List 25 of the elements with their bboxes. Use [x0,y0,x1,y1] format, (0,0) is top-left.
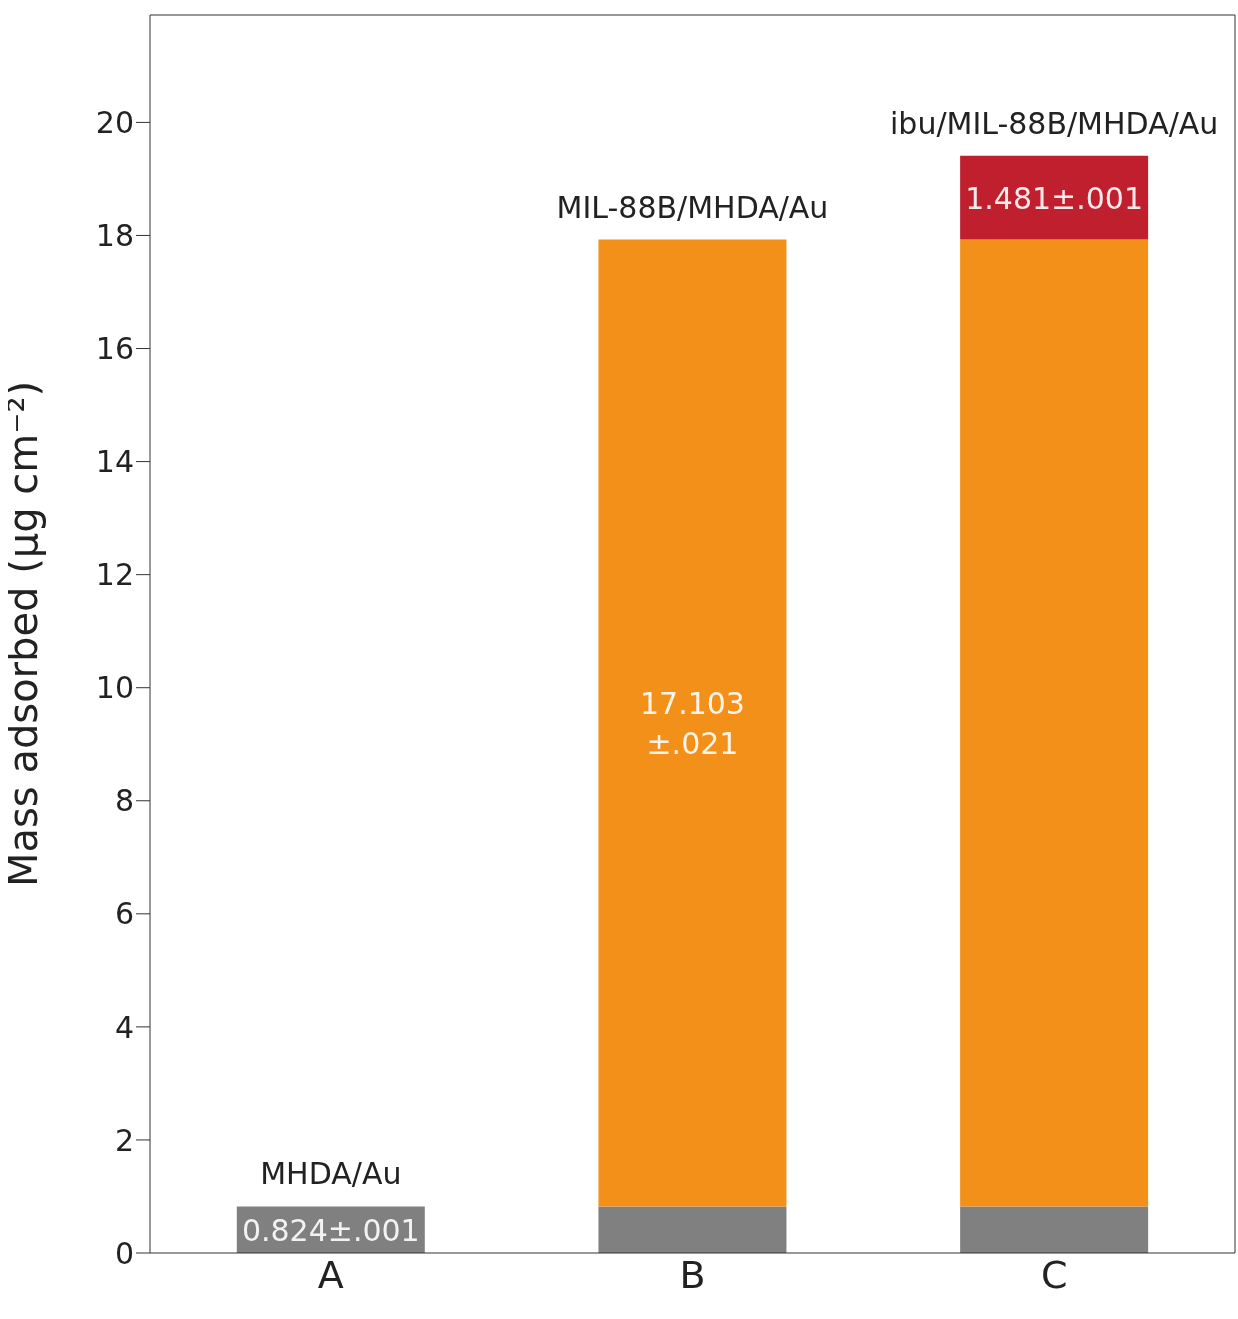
annotation: MHDA/Au [260,1156,402,1192]
annotation: ibu/MIL-88B/MHDA/Au [890,105,1219,141]
bar [598,1206,787,1253]
y-tick-label: 12 [95,557,134,593]
bar [960,155,1149,240]
y-tick-label: 2 [114,1122,134,1158]
bar [960,1206,1149,1253]
data-label: 0.824±.001 [241,1212,420,1248]
y-tick-label: 8 [114,783,134,819]
x-tick-label: C [1040,1252,1068,1297]
y-tick-label: 10 [95,670,134,706]
y-tick-label: 16 [95,331,134,367]
y-tick-label: 14 [95,444,134,480]
y-tick-label: 20 [95,105,134,141]
y-tick-label: 6 [114,896,134,932]
data-label: 17.103 ±.021 [639,685,745,761]
y-tick-label: 4 [114,1009,134,1045]
y-tick-label: 0 [114,1235,134,1271]
data-label: 1.481±.001 [965,180,1144,216]
bar [960,239,1149,1207]
annotation: MIL-88B/MHDA/Au [556,189,829,225]
x-tick-label: B [679,1252,706,1297]
bar [598,239,787,1207]
x-tick-label: A [317,1252,344,1297]
y-tick-label: 18 [95,218,134,254]
